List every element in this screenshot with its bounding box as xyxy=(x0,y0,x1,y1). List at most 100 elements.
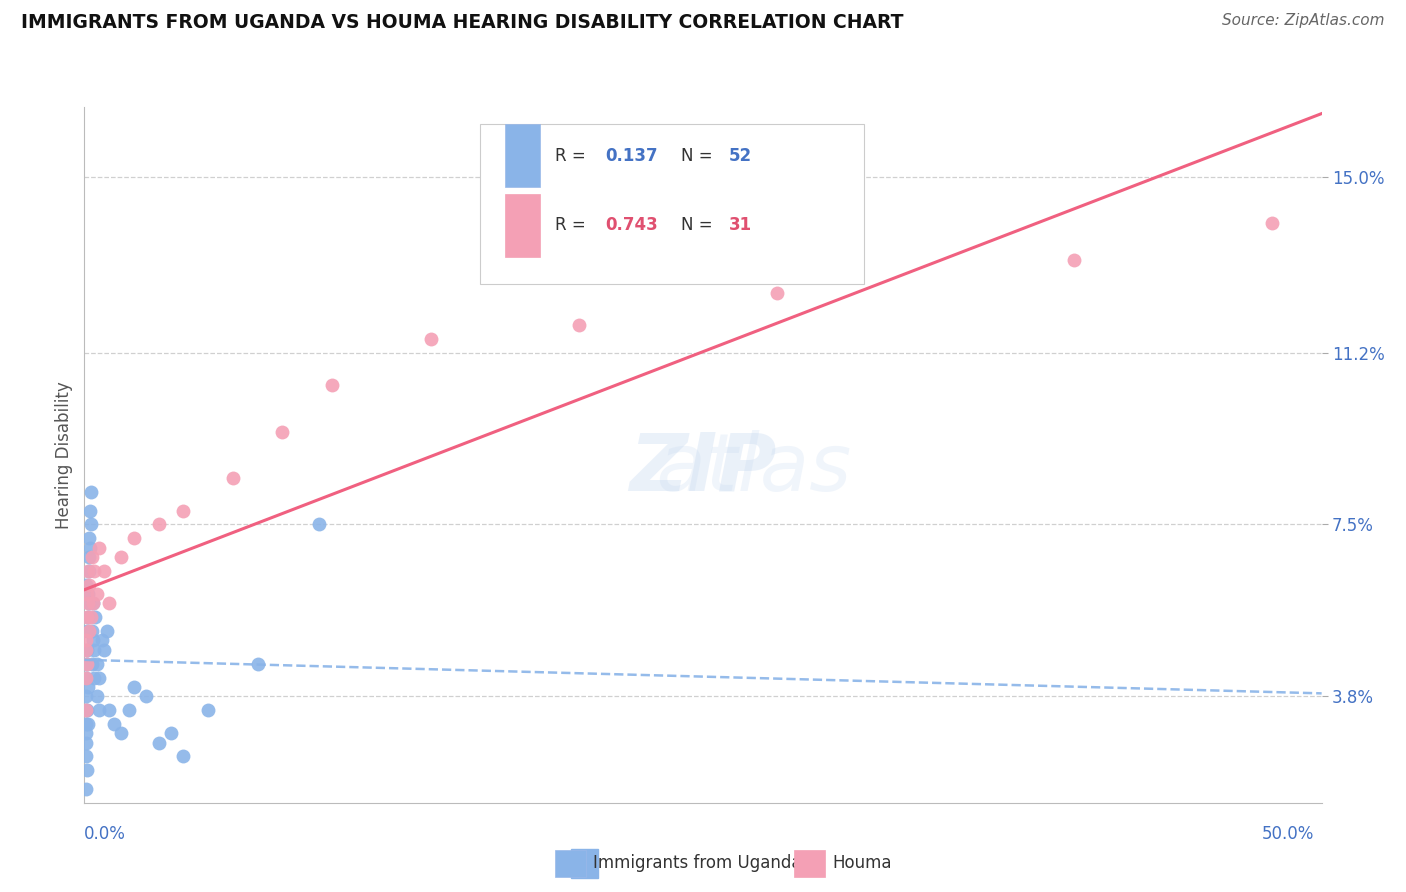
Point xyxy=(90,633,112,648)
Point xyxy=(110,726,132,740)
Point xyxy=(77,564,100,578)
Point xyxy=(419,332,441,346)
Point xyxy=(75,642,97,657)
Bar xyxy=(505,194,540,257)
Text: Source: ZipAtlas.com: Source: ZipAtlas.com xyxy=(1222,13,1385,29)
Point xyxy=(75,703,97,717)
Text: R =: R = xyxy=(554,217,591,235)
Point xyxy=(122,532,145,546)
Point xyxy=(197,703,219,717)
Point xyxy=(80,657,103,671)
Point xyxy=(75,703,97,717)
Point xyxy=(79,503,101,517)
Point xyxy=(84,610,107,624)
Point xyxy=(93,642,115,657)
Point xyxy=(79,485,101,500)
Point xyxy=(172,503,194,517)
Point xyxy=(160,726,183,740)
Text: 0.0%: 0.0% xyxy=(84,825,127,843)
Point xyxy=(76,624,98,639)
Text: 31: 31 xyxy=(728,217,752,235)
Point xyxy=(79,541,101,555)
Point xyxy=(82,633,104,648)
Bar xyxy=(505,124,540,187)
Point xyxy=(89,703,111,717)
Point xyxy=(75,689,97,703)
Point xyxy=(135,689,157,703)
Point xyxy=(148,735,170,749)
Point xyxy=(75,671,97,685)
Point xyxy=(76,657,98,671)
Point xyxy=(77,587,100,601)
Point xyxy=(77,564,100,578)
Point xyxy=(246,657,269,671)
Point xyxy=(75,578,97,592)
Point xyxy=(86,587,108,601)
Point xyxy=(76,610,98,624)
Text: 50.0%: 50.0% xyxy=(1263,825,1315,843)
Y-axis label: Hearing Disability: Hearing Disability xyxy=(55,381,73,529)
Point xyxy=(75,633,97,648)
Point xyxy=(75,671,97,685)
Point xyxy=(80,549,103,564)
Point xyxy=(75,726,97,740)
Text: N =: N = xyxy=(681,217,717,235)
Text: IMMIGRANTS FROM UGANDA VS HOUMA HEARING DISABILITY CORRELATION CHART: IMMIGRANTS FROM UGANDA VS HOUMA HEARING … xyxy=(21,13,904,32)
Point xyxy=(568,318,591,332)
Point xyxy=(1261,216,1284,230)
Point xyxy=(118,703,141,717)
Point xyxy=(271,425,294,439)
Text: ZIP: ZIP xyxy=(630,430,776,508)
Point xyxy=(122,680,145,694)
Point xyxy=(148,517,170,532)
Point xyxy=(308,517,330,532)
Point xyxy=(766,285,789,300)
Point xyxy=(77,610,100,624)
Point xyxy=(98,596,121,610)
Point xyxy=(75,781,97,796)
Point xyxy=(89,671,111,685)
Point xyxy=(77,596,100,610)
Point xyxy=(83,642,105,657)
Text: 0.743: 0.743 xyxy=(605,217,658,235)
Point xyxy=(321,378,343,392)
Text: R =: R = xyxy=(554,147,591,165)
Point xyxy=(79,517,101,532)
Point xyxy=(75,749,97,764)
Point xyxy=(76,657,98,671)
Point xyxy=(77,624,100,639)
Point xyxy=(172,749,194,764)
Point xyxy=(79,532,101,546)
Point xyxy=(79,549,101,564)
Point xyxy=(80,624,103,639)
Point xyxy=(79,610,101,624)
Text: 0.137: 0.137 xyxy=(605,147,658,165)
Point xyxy=(86,657,108,671)
Point xyxy=(75,717,97,731)
Point xyxy=(77,596,100,610)
Point xyxy=(110,549,132,564)
Text: 52: 52 xyxy=(728,147,752,165)
Point xyxy=(96,624,118,639)
Point xyxy=(76,587,98,601)
Point xyxy=(1063,253,1085,268)
Point xyxy=(93,564,115,578)
Point xyxy=(75,735,97,749)
Point xyxy=(77,717,100,731)
Text: Houma: Houma xyxy=(832,855,891,872)
Point xyxy=(82,596,104,610)
Text: Immigrants from Uganda: Immigrants from Uganda xyxy=(593,855,801,872)
Point xyxy=(79,578,101,592)
Point xyxy=(86,689,108,703)
Text: N =: N = xyxy=(681,147,717,165)
Point xyxy=(76,703,98,717)
FancyBboxPatch shape xyxy=(481,124,863,285)
Point xyxy=(76,642,98,657)
Point xyxy=(76,764,98,778)
Point xyxy=(77,680,100,694)
Point xyxy=(103,717,125,731)
Point xyxy=(83,564,105,578)
Point xyxy=(89,541,111,555)
Point xyxy=(82,596,104,610)
Point xyxy=(222,471,245,485)
